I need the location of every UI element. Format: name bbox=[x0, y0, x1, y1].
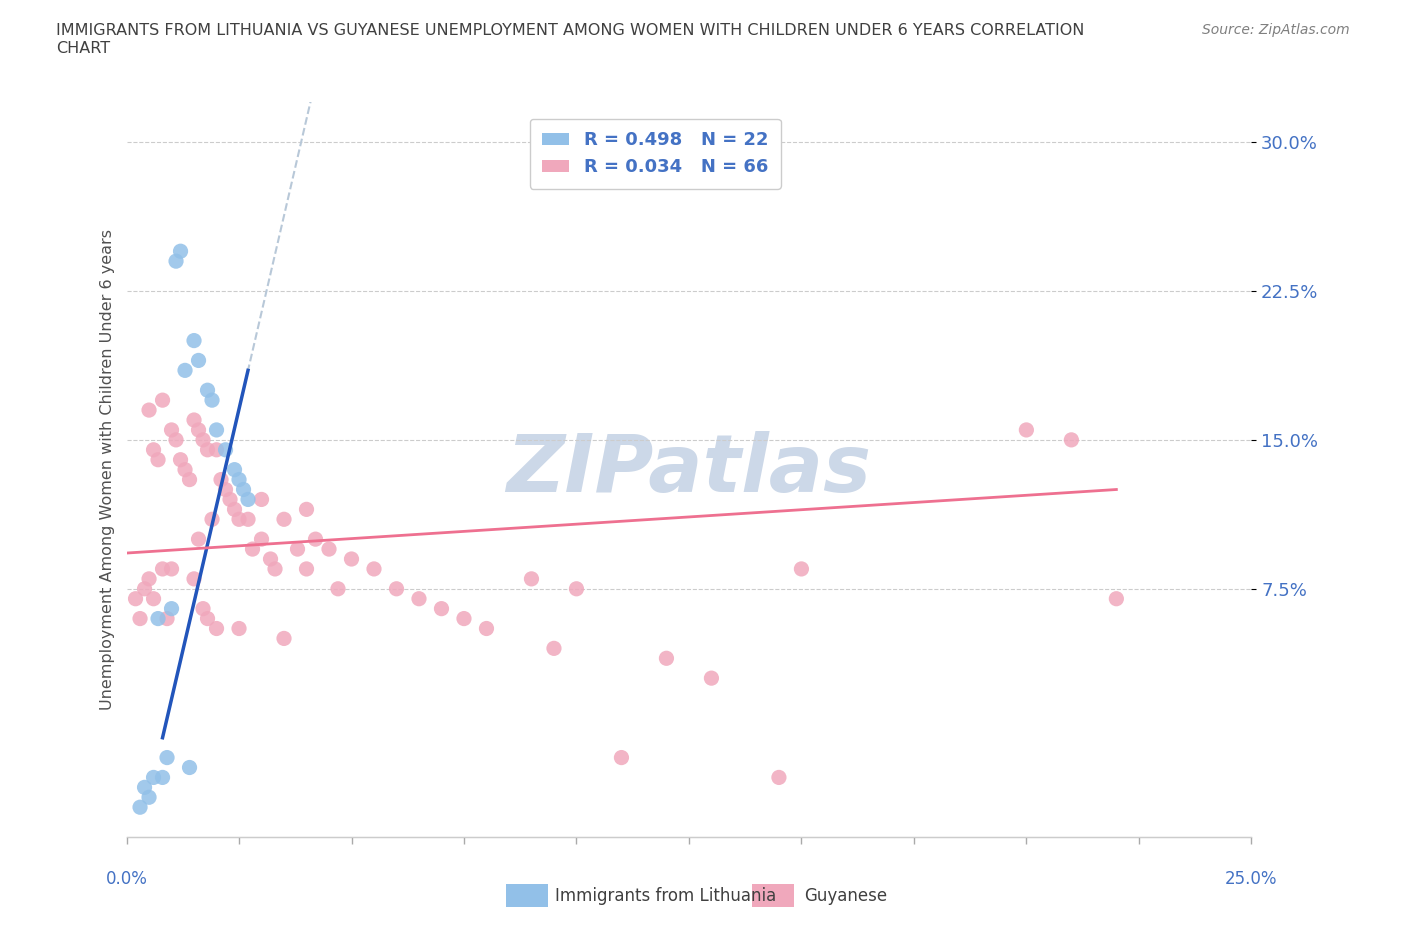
Point bbox=[363, 562, 385, 577]
Text: Guyanese: Guyanese bbox=[804, 886, 887, 905]
Point bbox=[520, 571, 543, 586]
Point bbox=[273, 512, 295, 526]
Text: Immigrants from Lithuania: Immigrants from Lithuania bbox=[555, 886, 776, 905]
Point bbox=[340, 551, 363, 566]
Point bbox=[138, 790, 160, 804]
Point bbox=[142, 591, 165, 606]
Point bbox=[124, 591, 146, 606]
Point bbox=[1015, 422, 1038, 437]
Point bbox=[174, 462, 197, 477]
Point bbox=[205, 422, 228, 437]
Point bbox=[179, 472, 201, 487]
Point bbox=[156, 611, 179, 626]
Point bbox=[236, 492, 259, 507]
Point bbox=[326, 581, 349, 596]
Text: 25.0%: 25.0% bbox=[1225, 870, 1278, 888]
Point bbox=[187, 532, 209, 547]
Point bbox=[228, 472, 250, 487]
Point bbox=[565, 581, 588, 596]
Point bbox=[209, 472, 232, 487]
Point bbox=[142, 443, 165, 458]
Point bbox=[318, 541, 340, 556]
Point bbox=[790, 562, 813, 577]
Point bbox=[219, 492, 242, 507]
Point bbox=[169, 452, 191, 467]
Text: IMMIGRANTS FROM LITHUANIA VS GUYANESE UNEMPLOYMENT AMONG WOMEN WITH CHILDREN UND: IMMIGRANTS FROM LITHUANIA VS GUYANESE UN… bbox=[56, 23, 1084, 56]
Point bbox=[1060, 432, 1083, 447]
Point bbox=[273, 631, 295, 645]
Point bbox=[214, 482, 236, 497]
Point bbox=[169, 244, 191, 259]
Point bbox=[134, 780, 156, 795]
Point bbox=[146, 611, 169, 626]
Point bbox=[183, 413, 205, 428]
Point bbox=[250, 532, 273, 547]
Point bbox=[187, 353, 209, 368]
Point bbox=[146, 452, 169, 467]
Point bbox=[264, 562, 287, 577]
Point bbox=[295, 562, 318, 577]
Point bbox=[408, 591, 430, 606]
Text: 0.0%: 0.0% bbox=[105, 870, 148, 888]
Text: Source: ZipAtlas.com: Source: ZipAtlas.com bbox=[1202, 23, 1350, 37]
Point bbox=[201, 512, 224, 526]
Point bbox=[134, 581, 156, 596]
Point bbox=[205, 443, 228, 458]
Point bbox=[165, 432, 187, 447]
Text: ZIPatlas: ZIPatlas bbox=[506, 431, 872, 509]
Point bbox=[543, 641, 565, 656]
Point bbox=[236, 512, 259, 526]
Point bbox=[610, 751, 633, 765]
Y-axis label: Unemployment Among Women with Children Under 6 years: Unemployment Among Women with Children U… bbox=[100, 229, 115, 711]
Point bbox=[138, 571, 160, 586]
Point bbox=[179, 760, 201, 775]
Point bbox=[475, 621, 498, 636]
Point bbox=[453, 611, 475, 626]
Point bbox=[197, 611, 219, 626]
Point bbox=[250, 492, 273, 507]
Point bbox=[214, 443, 236, 458]
Point bbox=[304, 532, 326, 547]
Point bbox=[259, 551, 281, 566]
Point bbox=[160, 562, 183, 577]
Point bbox=[287, 541, 309, 556]
Point bbox=[197, 443, 219, 458]
Point bbox=[187, 422, 209, 437]
Point bbox=[152, 392, 174, 407]
Point bbox=[160, 601, 183, 616]
Point bbox=[1105, 591, 1128, 606]
Point bbox=[160, 422, 183, 437]
Point bbox=[156, 751, 179, 765]
Point bbox=[174, 363, 197, 378]
Point bbox=[138, 403, 160, 418]
Point bbox=[224, 462, 246, 477]
Point bbox=[142, 770, 165, 785]
Point bbox=[205, 621, 228, 636]
Legend: R = 0.498   N = 22, R = 0.034   N = 66: R = 0.498 N = 22, R = 0.034 N = 66 bbox=[530, 119, 780, 189]
Point bbox=[700, 671, 723, 685]
Point bbox=[385, 581, 408, 596]
Point bbox=[191, 432, 214, 447]
Point bbox=[129, 611, 152, 626]
Point bbox=[152, 770, 174, 785]
Point bbox=[228, 621, 250, 636]
Point bbox=[655, 651, 678, 666]
Point bbox=[201, 392, 224, 407]
Point bbox=[430, 601, 453, 616]
Point bbox=[768, 770, 790, 785]
Point bbox=[295, 502, 318, 517]
Point bbox=[152, 562, 174, 577]
Point bbox=[165, 254, 187, 269]
Point bbox=[129, 800, 152, 815]
Point bbox=[228, 512, 250, 526]
Point bbox=[191, 601, 214, 616]
Point bbox=[183, 333, 205, 348]
Point bbox=[232, 482, 254, 497]
Point bbox=[224, 502, 246, 517]
Point bbox=[242, 541, 264, 556]
Point bbox=[197, 383, 219, 398]
Point bbox=[183, 571, 205, 586]
